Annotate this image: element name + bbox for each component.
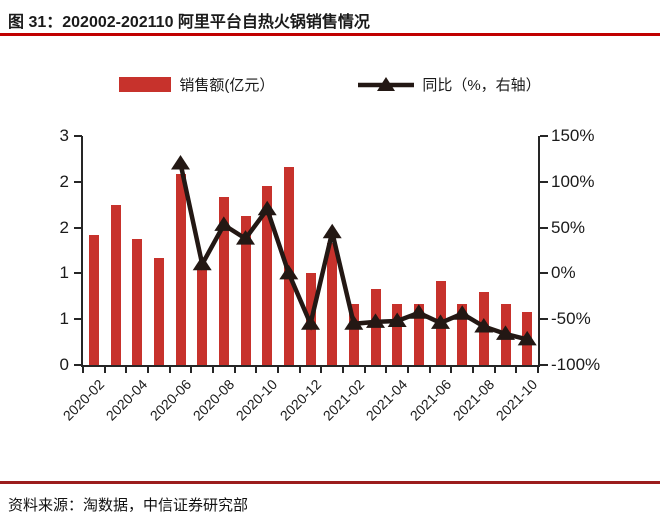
y-axis-label-right: 0% (551, 263, 576, 283)
yoy-marker-2020-12 (301, 315, 320, 330)
y-tick-right (540, 318, 548, 321)
y-tick-left (74, 180, 82, 183)
y-tick-right (540, 272, 548, 275)
bar-2020-07 (197, 265, 208, 365)
line-series-swatch (358, 76, 415, 91)
x-axis (81, 365, 540, 367)
yoy-marker-2020-10 (257, 200, 277, 216)
y-axis-label-left: 1 (59, 309, 69, 329)
bar-2020-06 (175, 174, 186, 365)
legend-label-yoy: 同比（%，右轴） (422, 77, 541, 94)
x-tick (255, 367, 258, 373)
yoy-marker-2021-06 (431, 314, 450, 329)
bar-2020-09 (240, 216, 251, 365)
x-tick (212, 367, 214, 373)
x-tick (320, 367, 323, 373)
yoy-marker-2020-08 (214, 216, 234, 231)
bar-2021-01 (327, 242, 338, 365)
x-tick (537, 367, 539, 373)
bar-2020-10 (262, 185, 273, 365)
x-tick (125, 367, 128, 373)
y-axis-right (538, 136, 540, 367)
title-divider (0, 33, 660, 36)
legend-item-yoy: 同比（%，右轴） (358, 74, 541, 95)
y-axis-label-left: 0 (59, 355, 69, 374)
y-axis-label-left: 1 (59, 263, 69, 283)
x-tick (298, 367, 301, 373)
yoy-marker-2021-05 (409, 304, 429, 319)
bar-2021-07 (457, 303, 468, 365)
yoy-marker-2021-07 (452, 305, 472, 320)
bar-2021-05 (413, 303, 424, 365)
x-tick (515, 367, 518, 373)
y-tick-right (540, 364, 548, 366)
x-tick (472, 367, 474, 373)
x-tick (342, 367, 344, 373)
x-tick (277, 367, 279, 373)
yoy-marker-2021-09 (496, 325, 515, 340)
yoy-line-layer (171, 155, 537, 346)
x-tick (493, 367, 496, 373)
bar-2020-08 (218, 197, 229, 365)
x-tick (407, 367, 409, 373)
x-tick (168, 367, 171, 373)
figure-title: 图 31：202002-202110 阿里平台自热火锅销售情况 (8, 14, 370, 31)
y-tick-right (540, 180, 548, 183)
x-axis-label-2021-10: 2021-10 (492, 376, 541, 424)
plot-area: 3 150% 2 100% 2 50% 1 0% 1 -50% 0 -100% 2020-02 2020-… (60, 126, 601, 424)
yoy-marker-2020-07 (192, 255, 212, 271)
x-tick (363, 367, 366, 373)
x-tick (147, 367, 149, 373)
yoy-line (178, 163, 528, 342)
y-axis-label-right: -100% (551, 355, 601, 374)
bar-2021-04 (392, 303, 403, 365)
legend-item-sales: 销售额(亿元） (119, 74, 274, 95)
y-axis-label-left: 2 (59, 171, 69, 191)
yoy-marker-2020-11 (279, 264, 299, 280)
x-tick (428, 367, 431, 373)
chart-legend: 销售额(亿元） 同比（%，右轴） (0, 74, 660, 95)
y-axis-left (81, 136, 83, 367)
y-axis-label-right: -50% (551, 309, 591, 329)
yoy-marker-2021-03 (366, 313, 385, 328)
yoy-marker-2021-02 (344, 315, 364, 330)
y-axis-label-right: 50% (551, 217, 586, 237)
source-divider (0, 481, 660, 484)
y-tick-left (74, 364, 82, 366)
bar-2020-03 (110, 204, 121, 365)
y-axis-label-right: 150% (551, 126, 595, 145)
x-tick (385, 367, 388, 373)
y-tick-right (540, 226, 548, 229)
y-axis-label-left: 3 (59, 126, 69, 145)
y-tick-left (74, 226, 82, 229)
x-tick (103, 367, 106, 373)
y-tick-left (74, 318, 82, 321)
bar-2020-05 (153, 258, 164, 365)
y-tick-right (540, 135, 548, 137)
yoy-marker-2021-01 (322, 223, 342, 239)
yoy-marker-2021-04 (387, 312, 407, 327)
bar-2021-02 (348, 303, 359, 365)
figure-source: 资料来源：淘数据，中信证券研究部 (8, 497, 249, 514)
y-axis-label-left: 2 (59, 217, 69, 237)
yoy-marker-2021-10 (517, 330, 537, 346)
bar-2020-04 (132, 239, 143, 365)
y-axis-label-right: 100% (551, 171, 595, 191)
yoy-marker-2021-08 (474, 318, 494, 333)
yoy-marker-2020-06 (171, 155, 190, 170)
x-tick (82, 367, 84, 373)
bar-2020-02 (88, 235, 99, 365)
yoy-marker-2020-09 (236, 230, 255, 245)
x-tick (450, 367, 453, 373)
y-tick-left (74, 135, 82, 137)
x-tick (190, 367, 193, 373)
bar-series-swatch (119, 77, 172, 92)
legend-label-sales: 销售额(亿元） (179, 77, 275, 94)
y-tick-left (74, 272, 82, 275)
x-tick (233, 367, 236, 373)
